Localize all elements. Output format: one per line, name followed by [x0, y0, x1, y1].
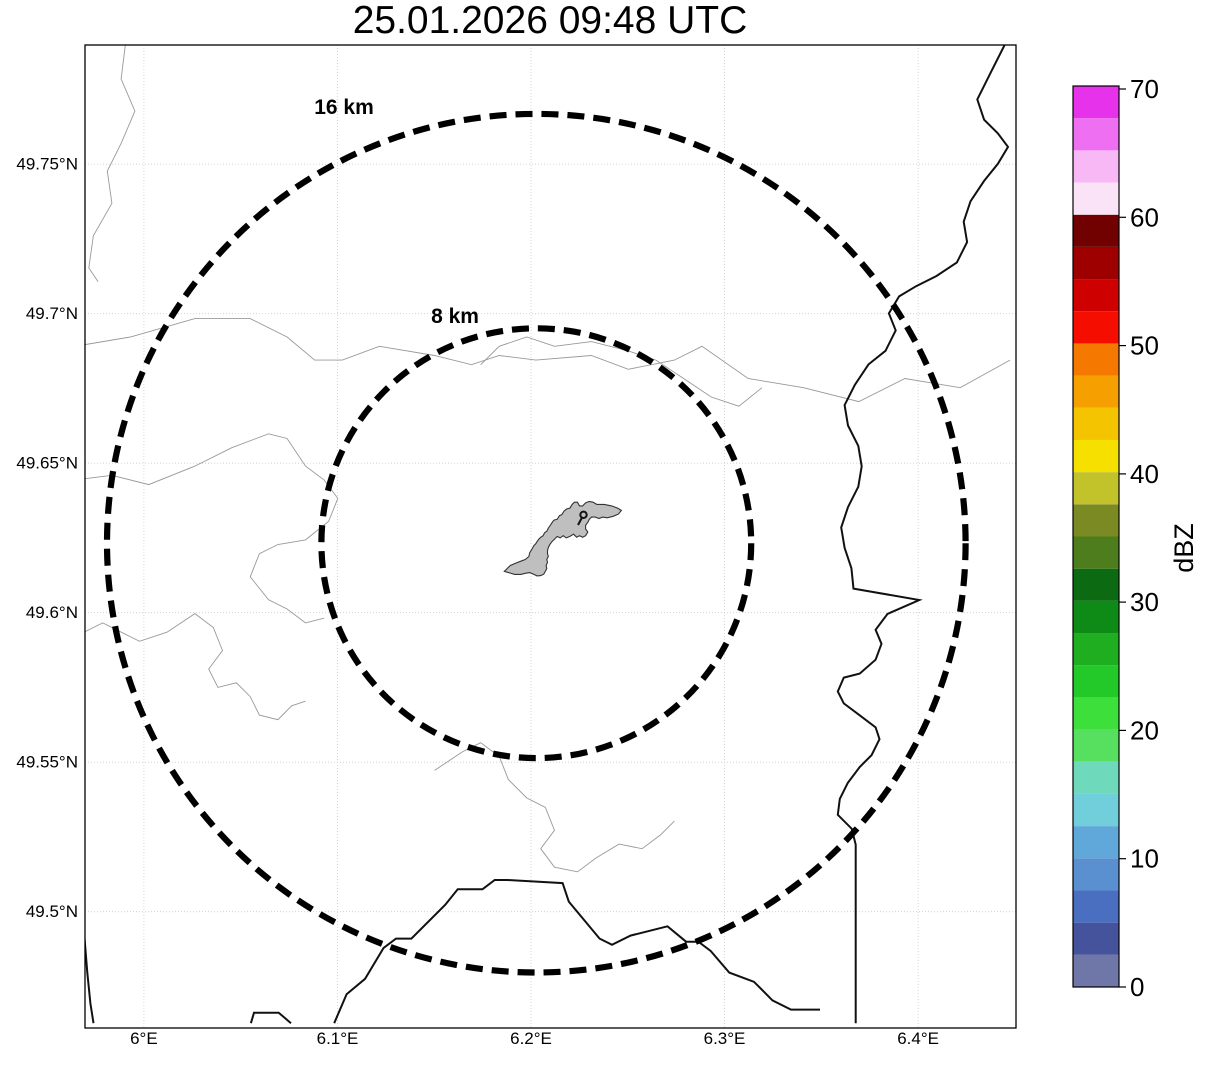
- svg-text:6.4°E: 6.4°E: [897, 1029, 939, 1048]
- svg-text:6.1°E: 6.1°E: [317, 1029, 359, 1048]
- svg-text:25.01.2026 09:48 UTC: 25.01.2026 09:48 UTC: [353, 0, 748, 42]
- svg-text:8 km: 8 km: [431, 305, 479, 328]
- svg-text:10: 10: [1130, 844, 1159, 874]
- svg-text:40: 40: [1130, 459, 1159, 489]
- svg-text:0: 0: [1130, 972, 1144, 1002]
- svg-text:6°E: 6°E: [130, 1029, 158, 1048]
- svg-text:60: 60: [1130, 202, 1159, 232]
- svg-text:30: 30: [1130, 587, 1159, 617]
- svg-text:49.55°N: 49.55°N: [16, 753, 78, 772]
- svg-text:49.5°N: 49.5°N: [26, 902, 78, 921]
- svg-text:49.75°N: 49.75°N: [16, 155, 78, 174]
- svg-text:49.7°N: 49.7°N: [26, 304, 78, 323]
- svg-text:20: 20: [1130, 715, 1159, 745]
- svg-text:49.65°N: 49.65°N: [16, 454, 78, 473]
- svg-text:50: 50: [1130, 331, 1159, 361]
- svg-text:6.2°E: 6.2°E: [510, 1029, 552, 1048]
- svg-text:49.6°N: 49.6°N: [26, 603, 78, 622]
- svg-text:16 km: 16 km: [314, 96, 374, 119]
- svg-text:dBZ: dBZ: [1169, 523, 1199, 573]
- svg-text:6.3°E: 6.3°E: [704, 1029, 746, 1048]
- svg-text:70: 70: [1130, 74, 1159, 104]
